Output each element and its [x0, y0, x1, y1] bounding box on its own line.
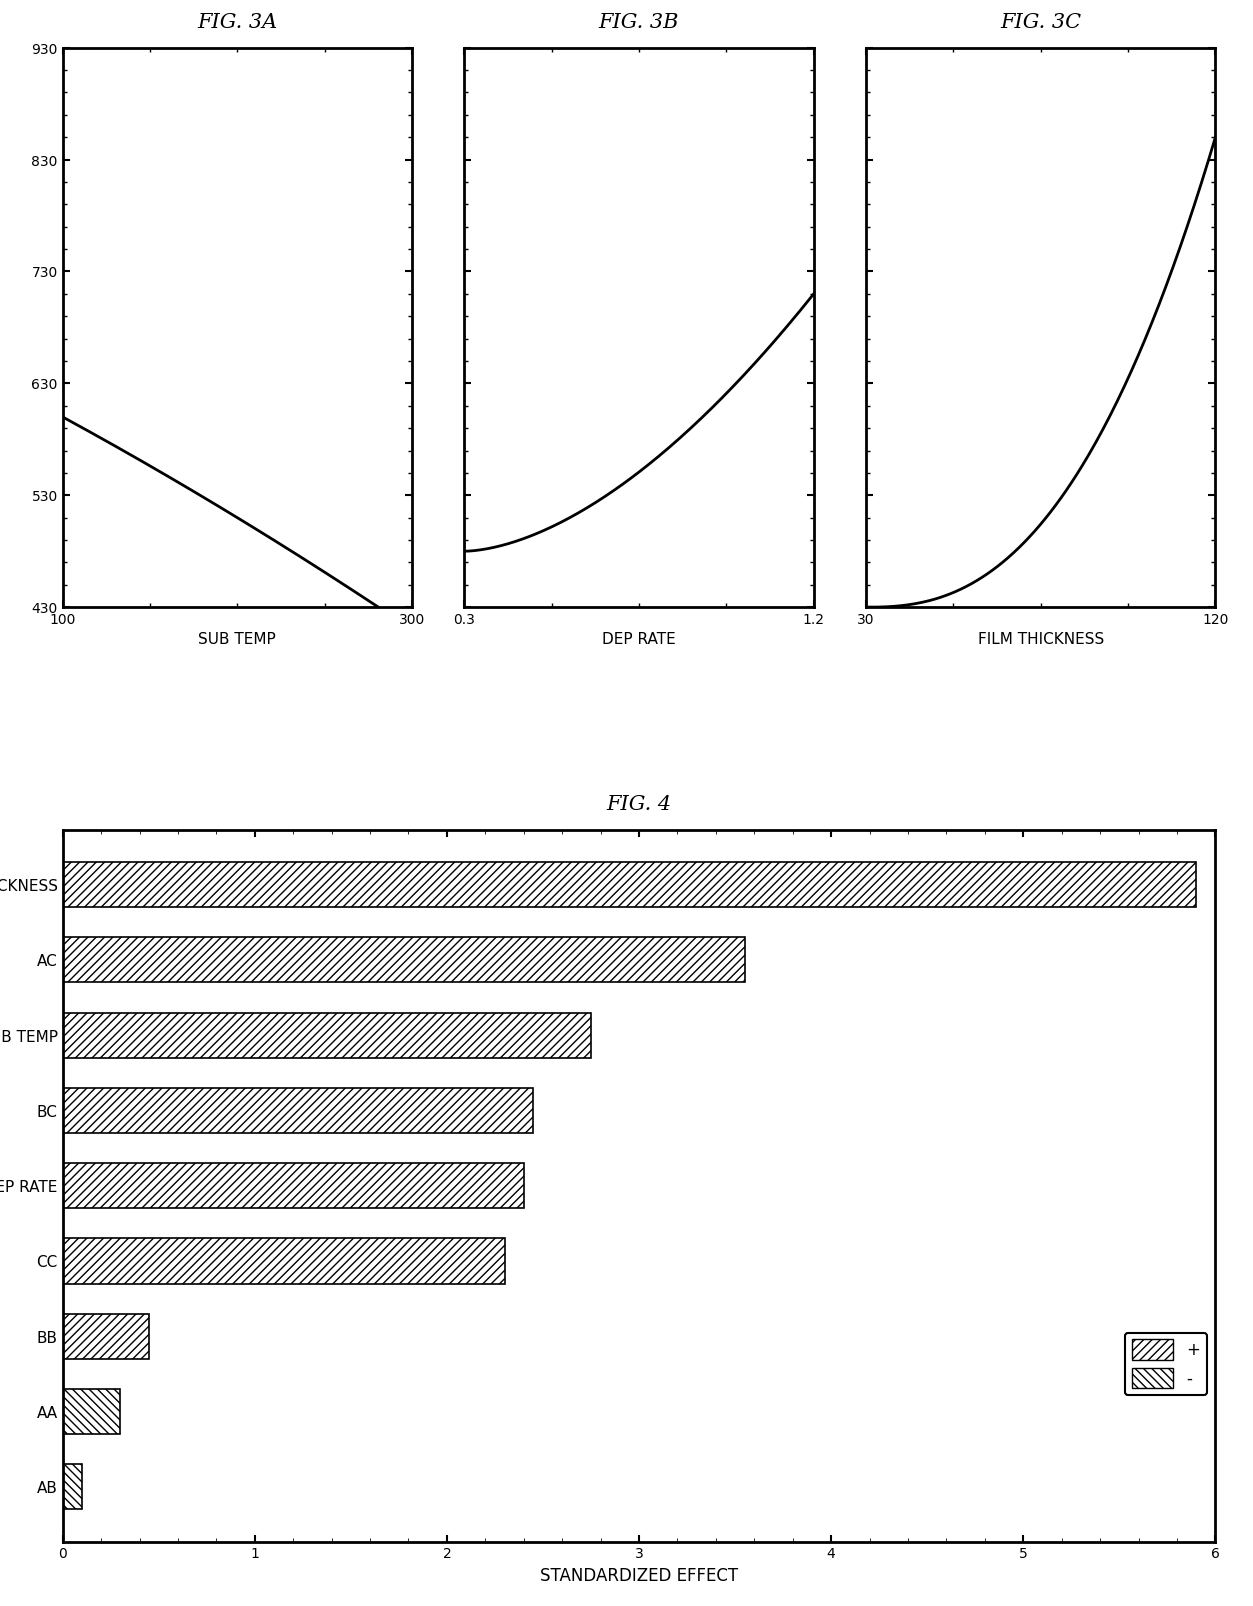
Text: FIG. 3C: FIG. 3C: [1000, 13, 1081, 32]
Text: FIG. 3A: FIG. 3A: [197, 13, 277, 32]
X-axis label: DEP RATE: DEP RATE: [603, 631, 675, 647]
Bar: [63, 1163, 524, 1208]
X-axis label: FILM THICKNESS: FILM THICKNESS: [977, 631, 1104, 647]
Bar: [63, 1238, 505, 1283]
X-axis label: SUB TEMP: SUB TEMP: [198, 631, 276, 647]
Bar: [63, 1465, 81, 1510]
Bar: [63, 1087, 534, 1134]
X-axis label: STANDARDIZED EFFECT: STANDARDIZED EFFECT: [540, 1566, 738, 1584]
Text: FIG. 3B: FIG. 3B: [599, 13, 679, 32]
Bar: [63, 862, 1197, 907]
Bar: [63, 1389, 120, 1434]
Legend: +, -: +, -: [1125, 1333, 1207, 1396]
Bar: [63, 938, 744, 983]
Bar: [63, 1314, 149, 1359]
Bar: [63, 1013, 591, 1058]
Text: FIG. 4: FIG. 4: [606, 795, 672, 814]
